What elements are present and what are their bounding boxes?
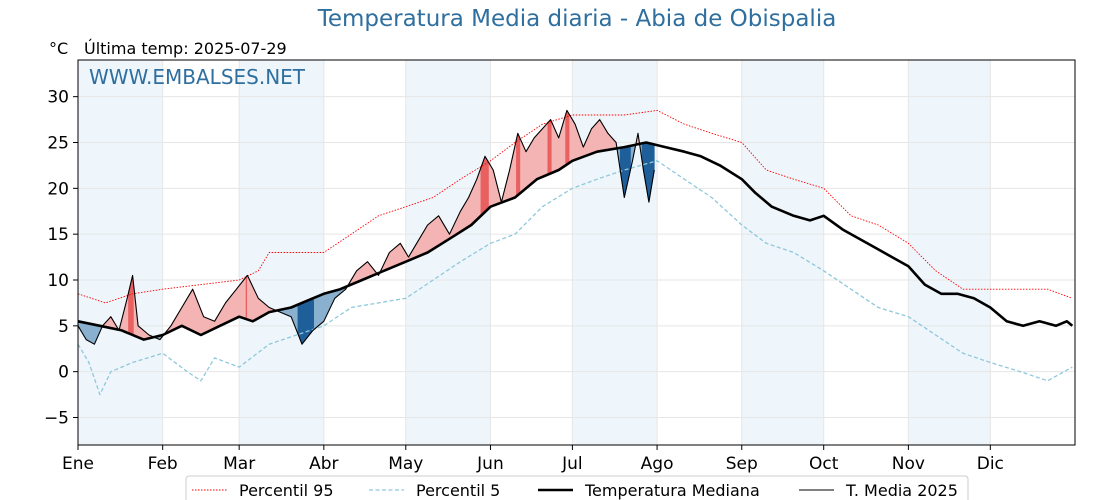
last-temp-label: Última temp: — [84, 39, 189, 58]
legend-label: T. Media 2025 — [845, 481, 958, 500]
series-line-temperatura-mediana — [77, 141, 1074, 341]
last-temp-date: 2025-07-29 — [193, 39, 287, 58]
y-tick-label: 0 — [58, 363, 69, 383]
x-tick-label: May — [388, 454, 423, 474]
y-tick-label: 5 — [58, 317, 69, 337]
x-tick-label: Abr — [309, 454, 338, 474]
x-tick-label: Nov — [892, 454, 925, 474]
last-temp-info: Última temp: 2025-07-29 — [84, 39, 287, 58]
x-tick-label: Jul — [561, 454, 583, 474]
x-tick-label: Feb — [148, 454, 178, 474]
legend-label: Percentil 5 — [416, 481, 500, 500]
legend: Percentil 95 Percentil 5 Temperatura Media… — [185, 475, 969, 500]
legend-box — [185, 475, 969, 500]
month-bands — [78, 60, 991, 445]
chart-title: Temperatura Media diaria - Abia de Obisp… — [317, 6, 837, 32]
unit-label: °C — [49, 39, 69, 58]
x-tick-label: Ene — [62, 454, 94, 474]
y-tick-label: 30 — [47, 88, 69, 108]
axis-ticks: −5 0 5 10 15 20 25 30 Ene Feb Mar Abr May Jun Jul Ago Se… — [44, 88, 1004, 474]
x-tick-label: Mar — [223, 454, 255, 474]
y-tick-label: 25 — [47, 134, 69, 154]
month-band — [572, 60, 658, 445]
legend-label: Percentil 95 — [239, 481, 334, 500]
y-tick-label: 15 — [47, 225, 69, 245]
series-line-percentil-5 — [77, 160, 1073, 396]
legend-label: Temperatura Mediana — [584, 481, 760, 500]
y-tick-label: 20 — [47, 179, 69, 199]
x-tick-label: Dic — [977, 454, 1004, 474]
series-line-t-media-2025 — [77, 109, 655, 345]
deviation-fills — [77, 109, 655, 346]
month-band — [78, 60, 163, 445]
month-band — [908, 60, 991, 445]
plot-frame — [77, 59, 1076, 446]
series-lines — [77, 109, 1074, 396]
x-tick-label: Sep — [726, 454, 758, 474]
y-tick-label: −5 — [44, 409, 69, 429]
series-line-percentil-95 — [77, 109, 1073, 304]
x-tick-label: Oct — [809, 454, 839, 474]
y-tick-label: 10 — [47, 271, 69, 291]
x-tick-label: Jun — [476, 454, 504, 474]
month-band — [741, 60, 824, 445]
x-tick-label: Ago — [641, 454, 674, 474]
watermark: WWW.EMBALSES.NET — [89, 65, 306, 89]
